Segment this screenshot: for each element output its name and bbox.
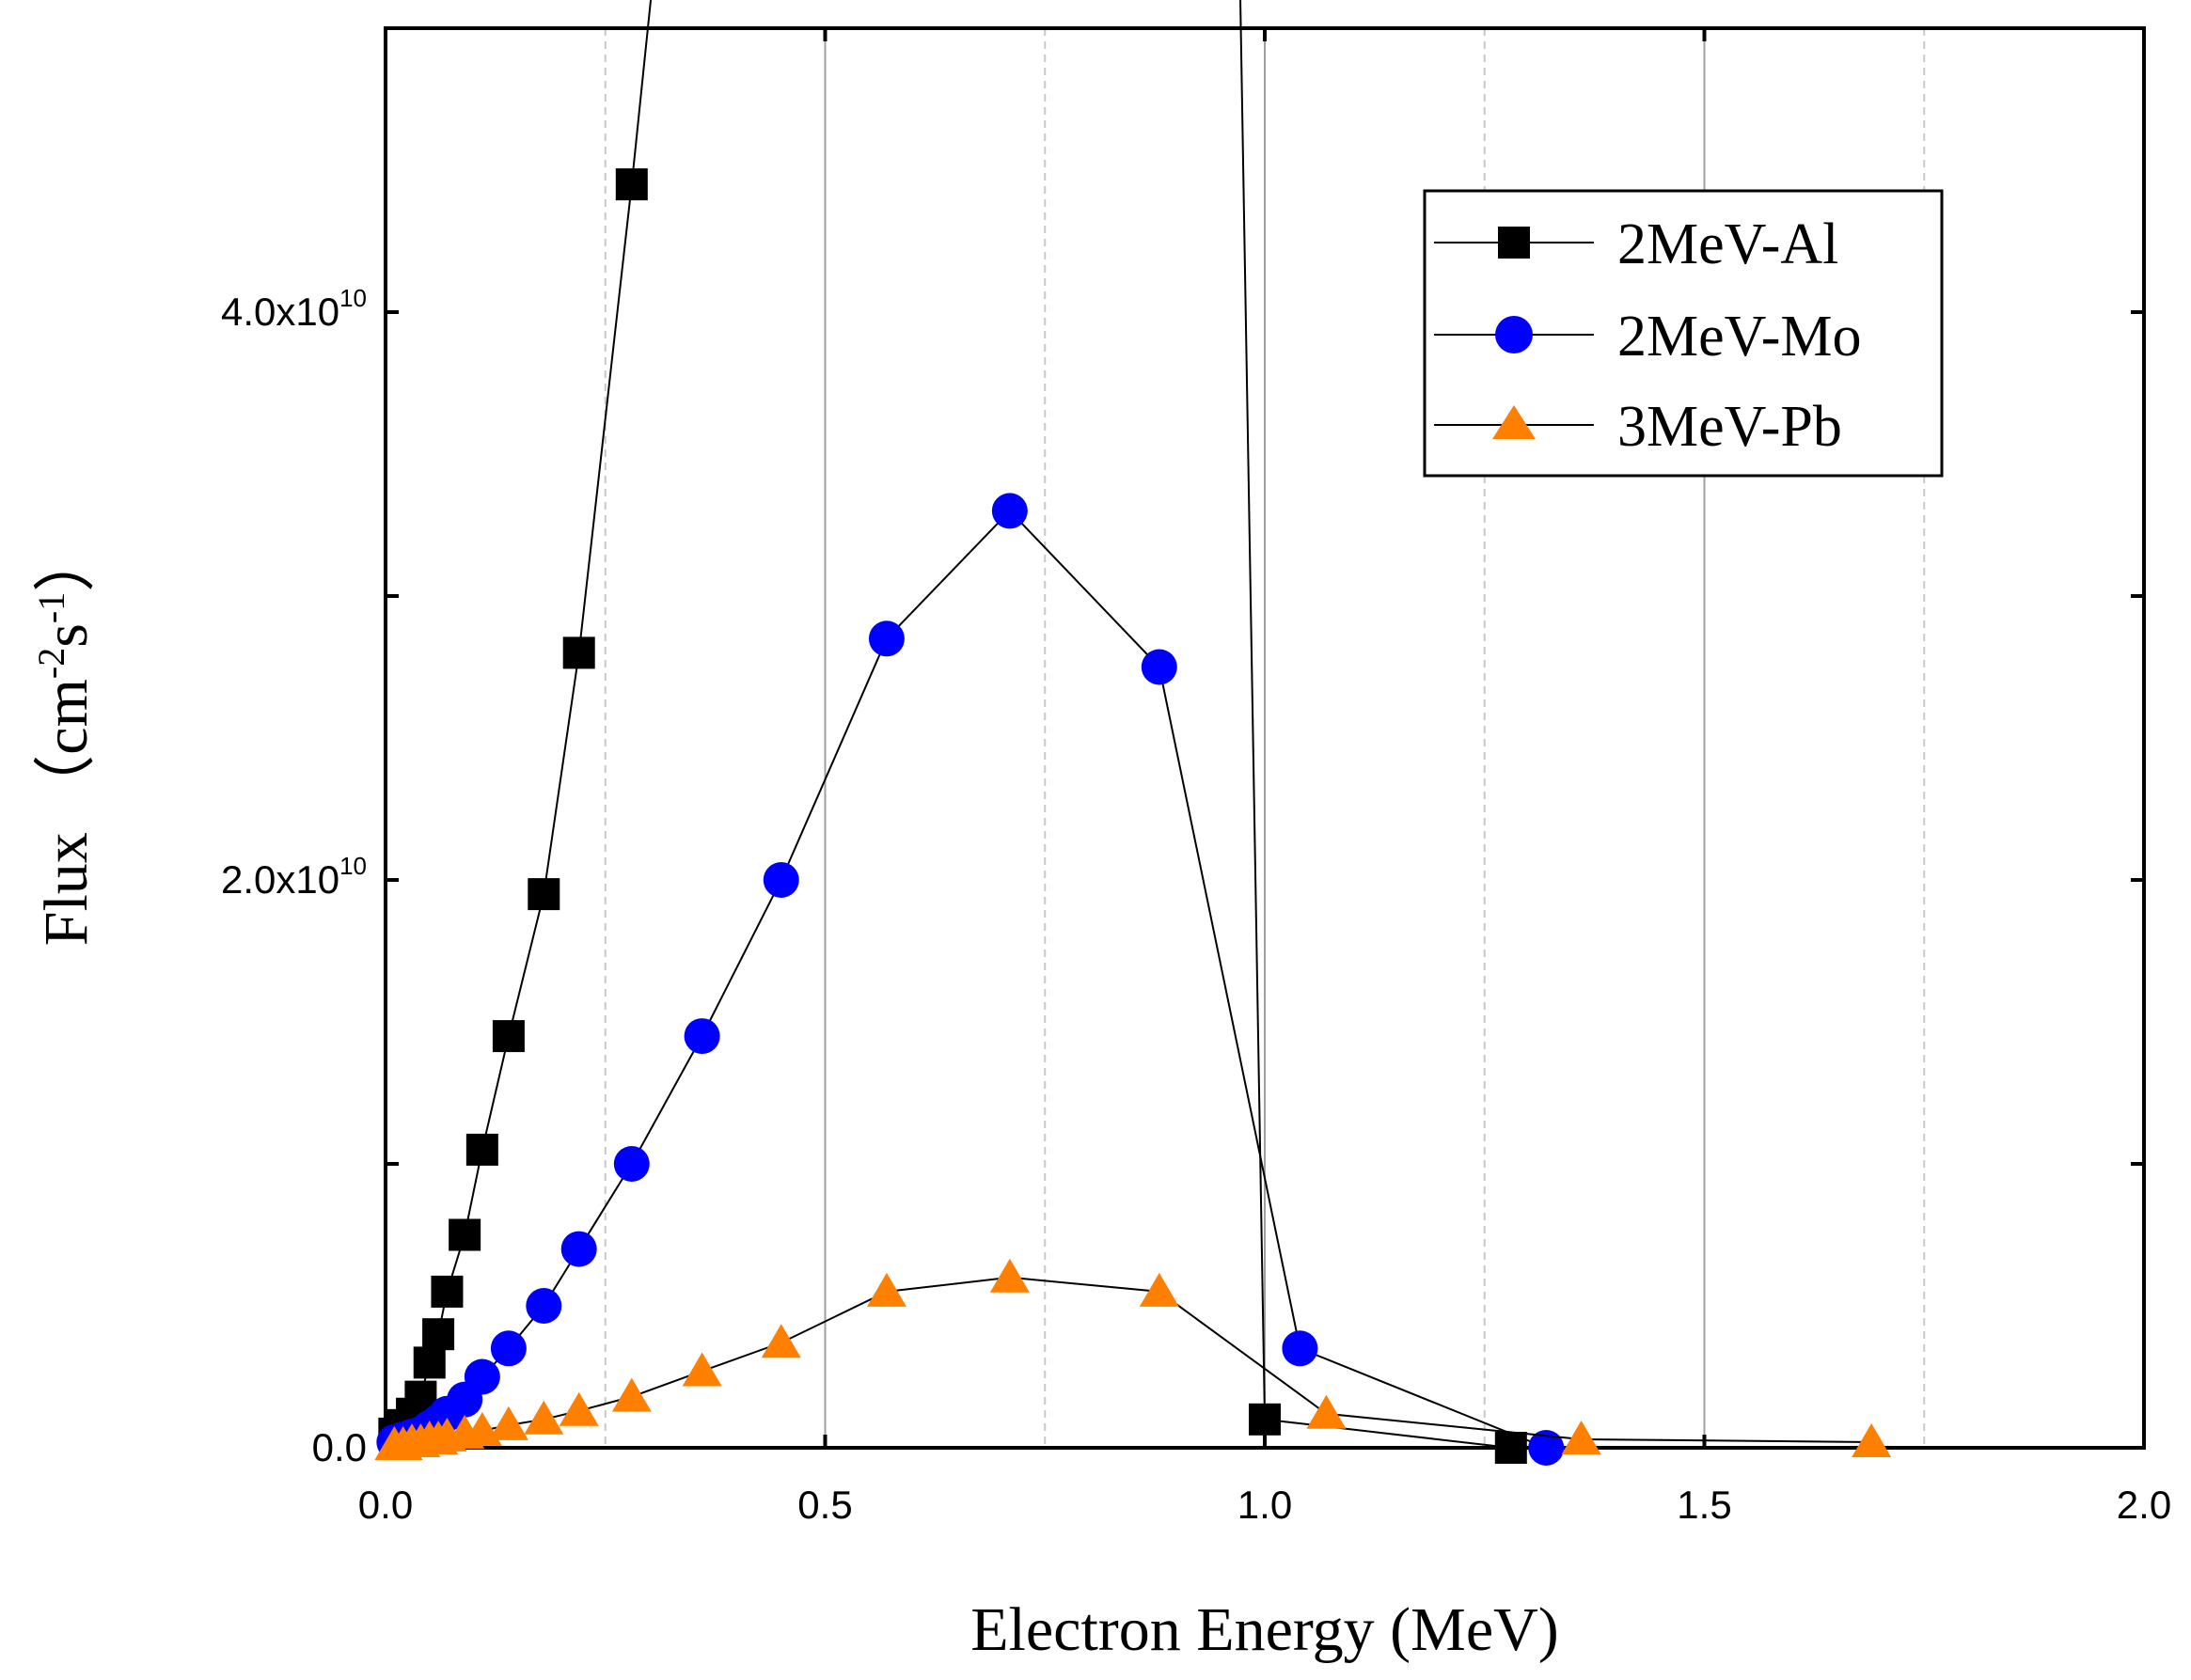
x-tick-label: 0.5 bbox=[797, 1483, 852, 1527]
data-point-square bbox=[449, 1218, 481, 1251]
x-tick-label: 1.5 bbox=[1677, 1483, 1731, 1527]
data-point-circle bbox=[1141, 649, 1177, 685]
x-axis-title: Electron Energy (MeV) bbox=[970, 1595, 1559, 1664]
data-point-circle bbox=[613, 1146, 650, 1182]
data-point-triangle bbox=[1139, 1272, 1179, 1307]
y-tick-label-base: 2.0x10 bbox=[221, 857, 339, 902]
data-point-circle bbox=[1528, 1430, 1565, 1466]
legend-entry-1: 2MeV-Mo bbox=[1434, 305, 1862, 369]
data-point-triangle bbox=[761, 1324, 801, 1358]
data-point-circle bbox=[763, 862, 799, 898]
legend-marker-triangle bbox=[1492, 405, 1536, 439]
data-point-square bbox=[465, 1133, 498, 1166]
data-point-square bbox=[528, 878, 560, 911]
series-3MeV-Pb bbox=[374, 1258, 1892, 1460]
legend-label-2: 3MeV-Pb bbox=[1617, 395, 1842, 459]
x-tick-label: 2.0 bbox=[2117, 1483, 2171, 1527]
data-point-circle bbox=[526, 1288, 562, 1324]
legend-marker-circle bbox=[1495, 316, 1533, 353]
y-axis-title-suffix: ） bbox=[32, 530, 101, 592]
series-2MeV-Al bbox=[378, 0, 1527, 1464]
data-point-circle bbox=[560, 1231, 597, 1267]
legend-label-0: 2MeV-Al bbox=[1617, 212, 1838, 276]
y-axis-title-prefix: Flux （cm bbox=[32, 679, 101, 946]
y-axis-title-exp2: -1 bbox=[30, 592, 72, 623]
series-layer bbox=[374, 0, 1892, 1466]
series-line bbox=[393, 0, 1511, 1449]
data-point-square bbox=[413, 1346, 446, 1379]
legend-entry-0: 2MeV-Al bbox=[1434, 212, 1838, 276]
y-tick-label-exponent: 10 bbox=[339, 284, 367, 312]
data-point-circle bbox=[490, 1330, 527, 1367]
data-point-triangle bbox=[559, 1391, 599, 1426]
series-line bbox=[394, 1276, 1872, 1446]
legend-entry-2: 3MeV-Pb bbox=[1434, 395, 1842, 459]
y-tick-label: 4.0x1010 bbox=[221, 284, 367, 334]
data-point-circle bbox=[991, 493, 1028, 529]
data-point-triangle bbox=[1852, 1422, 1892, 1457]
data-point-triangle bbox=[989, 1258, 1030, 1293]
data-point-square bbox=[422, 1318, 455, 1351]
legend: 2MeV-Al 2MeV-Mo 3MeV-Pb bbox=[1423, 189, 1944, 478]
data-point-triangle bbox=[488, 1405, 528, 1440]
series-2MeV-Mo bbox=[376, 493, 1565, 1466]
data-point-triangle bbox=[1306, 1394, 1347, 1429]
data-point-triangle bbox=[866, 1272, 906, 1307]
data-point-triangle bbox=[524, 1400, 564, 1435]
data-point-square bbox=[562, 636, 595, 669]
legend-label-1: 2MeV-Mo bbox=[1617, 305, 1862, 369]
x-tick-label: 1.0 bbox=[1237, 1483, 1292, 1527]
data-point-circle bbox=[464, 1358, 500, 1395]
data-point-square bbox=[431, 1275, 464, 1308]
y-tick-label: 2.0x1010 bbox=[221, 852, 367, 902]
y-axis-title-exp1: -2 bbox=[30, 648, 72, 679]
data-point-square bbox=[1494, 1432, 1527, 1464]
legend-marker-square bbox=[1498, 227, 1530, 259]
data-point-square bbox=[492, 1020, 525, 1053]
data-point-circle bbox=[868, 620, 905, 657]
y-axis-title: Flux （cm-2s-1） bbox=[30, 530, 101, 947]
data-point-circle bbox=[1282, 1330, 1318, 1367]
data-point-triangle bbox=[682, 1352, 722, 1387]
x-tick-label: 0.0 bbox=[358, 1483, 413, 1527]
data-point-triangle bbox=[1561, 1420, 1601, 1454]
data-point-square bbox=[615, 168, 648, 201]
y-tick-label-exponent: 10 bbox=[339, 852, 367, 880]
y-axis-title-mid: s bbox=[32, 623, 101, 648]
y-tick-label: 0.0 bbox=[312, 1425, 367, 1469]
data-point-square bbox=[1249, 1403, 1281, 1436]
data-point-circle bbox=[684, 1018, 720, 1055]
y-tick-label-base: 4.0x10 bbox=[221, 290, 339, 334]
data-point-triangle bbox=[611, 1377, 652, 1412]
